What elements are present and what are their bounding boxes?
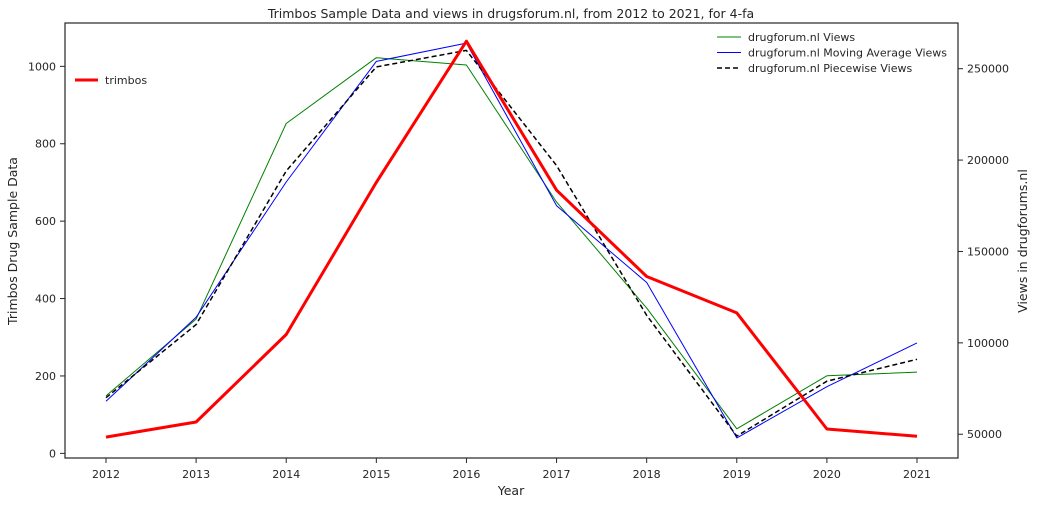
x-axis: 2012 2013 2014 2015 2016 2017 2018 2019 2020 2021	[92, 458, 931, 481]
series-line-drugforum-nl-moving-average-views	[105, 42, 918, 439]
x-tick-label: 2020	[813, 468, 841, 481]
x-tick-label: 2019	[723, 468, 751, 481]
series-line-drugforum-nl-piecewise-views	[105, 49, 918, 437]
plot-area	[105, 39, 918, 439]
x-tick-label: 2018	[633, 468, 661, 481]
legend-label-drugforum-nl-views: drugforum.nl Views	[748, 31, 855, 44]
plot-frame	[64, 22, 959, 459]
y-left-tick-label: 600	[35, 215, 56, 228]
x-tick-label: 2013	[182, 468, 210, 481]
chart-title: Trimbos Sample Data and views in drugsfo…	[267, 6, 754, 21]
legend-left: trimbos	[75, 74, 147, 87]
x-tick-label: 2014	[272, 468, 300, 481]
series-line-trimbos	[105, 39, 918, 439]
y-left-tick-label: 800	[35, 138, 56, 151]
x-tick-label: 2016	[452, 468, 480, 481]
x-tick-label: 2012	[92, 468, 120, 481]
legend-label-drugforum-nl-moving-average-views: drugforum.nl Moving Average Views	[748, 47, 947, 60]
x-axis-title: Year	[497, 483, 525, 498]
y-left-tick-label: 200	[35, 370, 56, 383]
legend-right: drugforum.nl Views drugforum.nl Moving Av…	[717, 31, 947, 75]
x-tick-label: 2021	[903, 468, 931, 481]
y-axis-right: 50000 100000 150000 200000 250000	[958, 63, 1009, 441]
x-tick-label: 2017	[543, 468, 571, 481]
y-right-tick-label: 250000	[967, 63, 1009, 76]
x-tick-label: 2015	[362, 468, 390, 481]
y-right-tick-label: 150000	[967, 245, 1009, 258]
y-left-tick-label: 0	[49, 447, 56, 460]
y-right-tick-label: 50000	[967, 428, 1002, 441]
y-left-tick-label: 400	[35, 293, 56, 306]
y-right-tick-label: 100000	[967, 337, 1009, 350]
series-line-drugforum-nl-views	[105, 57, 918, 430]
y-axis-left-title: Trimbos Drug Sample Data	[5, 157, 20, 326]
legend-label-drugforum-nl-piecewise-views: drugforum.nl Piecewise Views	[748, 62, 912, 75]
y-axis-left: 0 200 400 600 800 1000	[28, 60, 65, 460]
y-left-tick-label: 1000	[28, 60, 56, 73]
y-right-tick-label: 200000	[967, 154, 1009, 167]
y-axis-right-title: Views in drugforums.nl	[1015, 169, 1030, 313]
legend-label-trimbos: trimbos	[105, 74, 147, 87]
